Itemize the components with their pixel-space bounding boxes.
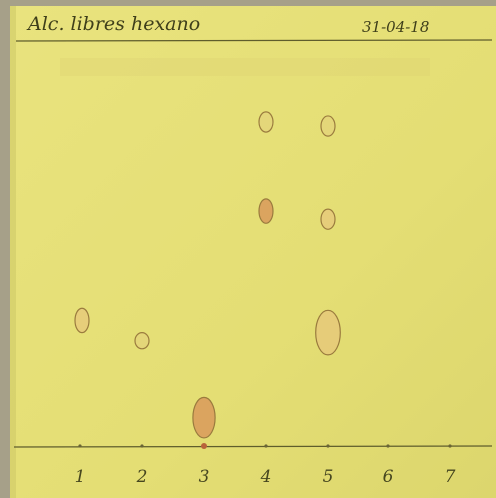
paper-edge-shadow — [10, 6, 16, 498]
origin-dot-6 — [386, 444, 390, 448]
lane-label-4: 4 — [260, 467, 272, 487]
spot-lane-5-2 — [320, 208, 336, 230]
tlc-paper — [10, 6, 496, 498]
lane-labels-layer: 1 2 3 4 5 6 7 — [75, 467, 456, 487]
spot-lane-5-3 — [320, 115, 336, 137]
header-sample-label: Alc. libres hexano — [26, 13, 200, 35]
header-date: 31-04-18 — [362, 18, 429, 36]
lane-label-7: 7 — [445, 467, 456, 487]
origin-dots-layer — [78, 443, 452, 449]
spot-lane-3-1 — [192, 396, 216, 439]
origin-dot-4 — [264, 444, 268, 448]
lane-label-3: 3 — [199, 467, 210, 487]
spot-lane-2-1 — [134, 332, 150, 350]
lane-label-6: 6 — [383, 467, 394, 487]
baseline — [13, 445, 493, 448]
origin-dot-5 — [326, 444, 330, 448]
origin-dot-1 — [78, 444, 82, 448]
spot-lane-4-2 — [258, 111, 274, 133]
origin-dot-3 — [201, 443, 207, 449]
lane-label-5: 5 — [323, 467, 334, 487]
solvent-front-line — [15, 39, 493, 42]
spot-lane-4-1 — [258, 198, 274, 224]
spot-lane-1-1 — [74, 307, 90, 334]
paper-ghost-marks — [60, 58, 430, 76]
origin-dot-7 — [448, 444, 452, 448]
spots-layer — [74, 111, 341, 439]
spot-lane-5-1 — [315, 309, 341, 356]
lane-label-1: 1 — [75, 467, 86, 487]
lane-label-2: 2 — [136, 467, 148, 487]
origin-dot-2 — [140, 444, 144, 448]
